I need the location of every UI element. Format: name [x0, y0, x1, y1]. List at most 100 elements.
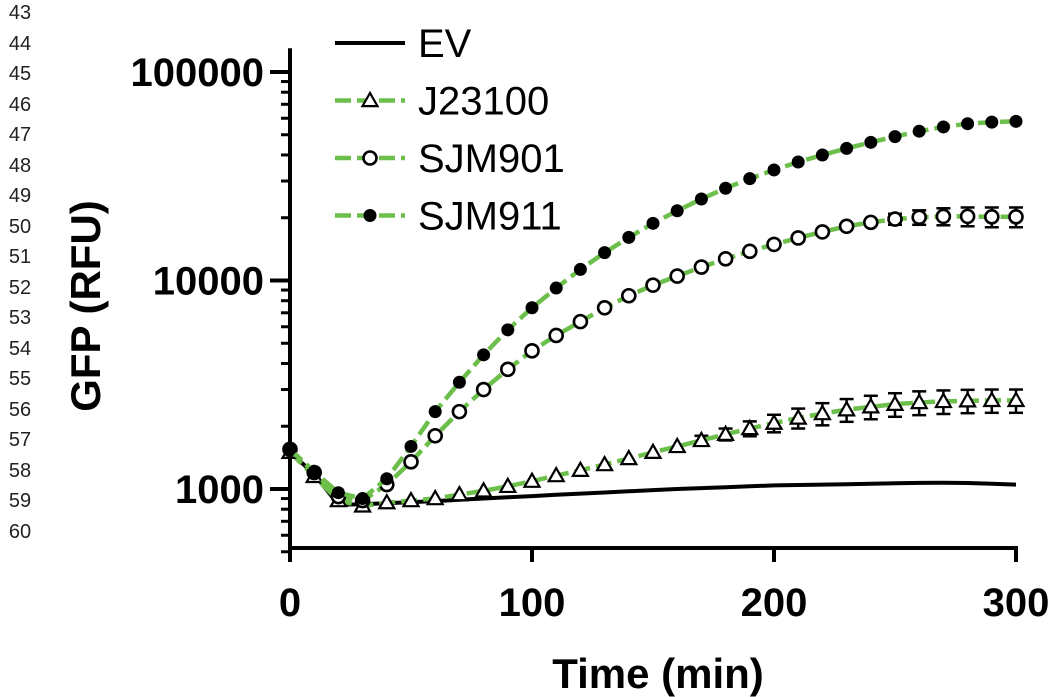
open-circle-marker — [983, 209, 1000, 225]
open-circle-marker — [362, 150, 378, 166]
y-tick-label: 100000 — [131, 51, 264, 95]
y-axis-title: GFP (RFU) — [62, 200, 109, 412]
x-tick-label: 100 — [499, 581, 566, 625]
filled-circle-marker — [331, 486, 345, 500]
open-triangle-marker — [450, 484, 469, 502]
open-circle-marker — [451, 403, 468, 420]
open-triangle-marker — [861, 397, 881, 414]
line-number: 58 — [8, 459, 32, 482]
open-circle-marker — [620, 287, 637, 304]
open-triangle-marker — [425, 488, 445, 506]
open-circle-marker — [693, 259, 710, 275]
line-number: 46 — [8, 93, 32, 116]
line-number: 54 — [8, 337, 32, 360]
line-number: 56 — [8, 398, 32, 421]
open-circle-marker — [887, 211, 903, 227]
line-number: 51 — [8, 246, 32, 268]
open-circle-marker — [524, 343, 540, 359]
open-triangle-marker — [401, 490, 421, 508]
line-number: 52 — [8, 276, 32, 299]
filled-circle-marker — [694, 192, 708, 206]
filled-circle-marker — [767, 163, 781, 177]
filled-circle-marker — [719, 181, 733, 195]
open-circle-marker — [911, 209, 928, 226]
filled-circle-marker — [840, 141, 854, 155]
open-triangle-marker — [619, 448, 639, 466]
filled-circle-marker — [888, 130, 902, 144]
legend-label: SJM901 — [418, 137, 565, 181]
filled-circle-marker — [501, 323, 515, 337]
filled-circle-marker — [985, 115, 999, 129]
filled-circle-marker — [452, 375, 466, 389]
series-sjm911 — [283, 114, 1023, 506]
filled-circle-marker — [936, 120, 950, 134]
open-triangle-marker — [813, 403, 832, 421]
open-circle-marker — [935, 208, 952, 225]
filled-circle-marker — [404, 439, 418, 453]
open-circle-marker — [427, 427, 444, 444]
filled-circle-marker — [743, 172, 757, 186]
legend: EV J23100 SJM901 SJM911 — [335, 22, 565, 239]
open-circle-marker — [717, 251, 734, 267]
open-circle-marker — [572, 313, 589, 330]
open-circle-marker — [669, 268, 686, 284]
open-triangle-marker — [692, 430, 711, 448]
open-triangle-marker — [643, 442, 663, 460]
open-triangle-marker — [377, 492, 397, 510]
line-number: 59 — [8, 490, 32, 512]
filled-circle-marker — [912, 124, 926, 138]
line-number: 44 — [8, 32, 32, 55]
filled-circle-marker — [549, 281, 563, 295]
x-axis-title: Time (min) — [552, 650, 764, 697]
open-triangle-marker — [1006, 390, 1026, 408]
open-triangle-marker — [764, 413, 784, 430]
open-triangle-marker — [934, 391, 953, 409]
open-triangle-marker — [546, 465, 566, 483]
filled-circle-marker — [598, 246, 612, 260]
open-triangle-marker — [982, 390, 1002, 408]
filled-circle-marker — [670, 204, 684, 218]
open-triangle-marker — [716, 424, 735, 442]
open-triangle-marker — [788, 408, 808, 425]
filled-circle-marker — [356, 492, 370, 506]
x-tick-label: 0 — [279, 581, 301, 625]
open-triangle-marker — [498, 476, 518, 494]
open-circle-marker — [814, 224, 831, 240]
filled-circle-marker — [477, 348, 491, 362]
x-tick-label: 200 — [741, 581, 808, 625]
filled-circle-marker — [961, 117, 975, 131]
line-number: 49 — [8, 185, 32, 207]
line-number: 53 — [8, 307, 32, 329]
open-circle-marker — [403, 454, 419, 470]
open-circle-marker — [475, 381, 492, 398]
open-triangle-marker — [667, 436, 687, 454]
open-circle-marker — [862, 214, 879, 231]
open-circle-marker — [499, 361, 516, 378]
filled-circle-marker — [864, 135, 878, 149]
y-tick-label: 1000 — [175, 468, 264, 512]
filled-circle-marker — [380, 472, 394, 486]
filled-circle-marker — [363, 209, 377, 222]
open-circle-marker — [596, 299, 613, 316]
series-sjm901 — [282, 206, 1024, 509]
open-circle-marker — [838, 218, 855, 235]
line-number: 60 — [8, 520, 32, 543]
open-circle-marker — [790, 230, 807, 246]
series-j23100 — [280, 388, 1026, 513]
line-number: 48 — [8, 154, 32, 177]
open-circle-marker — [645, 277, 661, 293]
open-triangle-marker — [360, 90, 380, 108]
open-circle-marker — [766, 236, 782, 253]
line-number: 50 — [8, 215, 32, 238]
open-circle-marker — [548, 327, 565, 344]
line-number: 43 — [8, 2, 32, 24]
open-triangle-marker — [522, 471, 542, 488]
filled-circle-marker — [1009, 114, 1023, 128]
open-triangle-marker — [595, 454, 614, 472]
line-number: 45 — [8, 63, 32, 85]
y-tick-label: 10000 — [153, 260, 264, 304]
x-tick-label: 300 — [983, 581, 1050, 625]
axes: 1000 10000 100000 0 100 200 300 Time (min) GFP (… — [62, 48, 1049, 697]
line-number: 47 — [8, 124, 32, 146]
